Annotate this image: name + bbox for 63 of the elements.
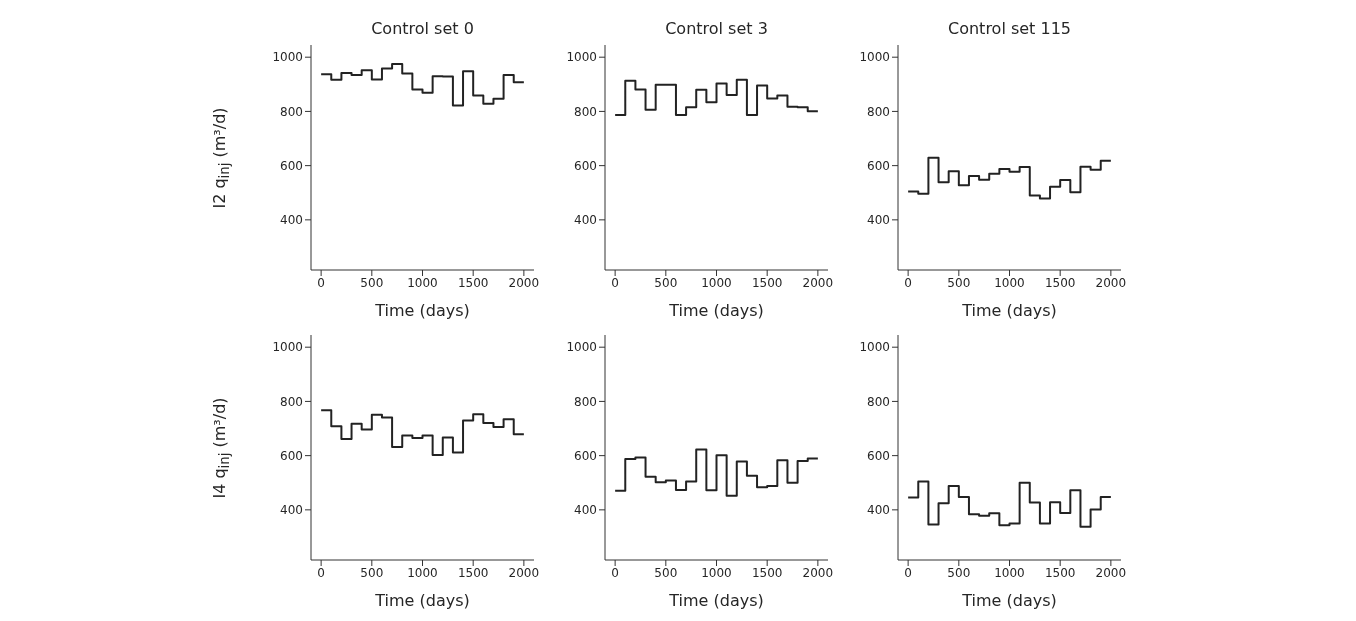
y-tick-label: 1000 [859, 340, 890, 355]
y-tick-label: 400 [867, 503, 890, 518]
y-tick-label: 800 [280, 104, 303, 119]
x-tick-label: 500 [654, 565, 678, 580]
y-tick-label: 800 [574, 394, 597, 409]
y-tick-label: 1000 [272, 340, 303, 355]
x-tick-label: 1500 [1044, 565, 1076, 580]
x-tick-label: 0 [904, 275, 912, 290]
x-tick-label: 2000 [1095, 565, 1127, 580]
x-tick-label: 2000 [508, 565, 540, 580]
x-tick-label: 1500 [457, 565, 489, 580]
y-tick-label: 400 [280, 213, 303, 228]
x-tick-label: 1500 [751, 275, 783, 290]
y-tick-label: 600 [280, 158, 303, 173]
y-tick-label: 600 [280, 448, 303, 463]
x-axis-title: Time (days) [374, 591, 470, 610]
x-tick-label: 1500 [457, 275, 489, 290]
x-axis-title: Time (days) [961, 591, 1057, 610]
x-tick-label: 2000 [508, 275, 540, 290]
x-tick-label: 1000 [701, 565, 732, 580]
x-tick-label: 2000 [1095, 275, 1127, 290]
y-tick-label: 600 [867, 158, 890, 173]
y-tick-label: 1000 [566, 50, 597, 65]
y-tick-label: 1000 [272, 50, 303, 65]
x-tick-label: 1000 [407, 275, 438, 290]
x-tick-label: 500 [947, 565, 971, 580]
x-tick-label: 2000 [802, 565, 834, 580]
x-axis-title: Time (days) [961, 301, 1057, 320]
x-tick-label: 500 [360, 565, 384, 580]
y-tick-label: 400 [574, 503, 597, 518]
y-tick-label: 800 [574, 104, 597, 119]
chart-title: Control set 3 [664, 19, 769, 38]
x-tick-label: 1000 [701, 275, 732, 290]
x-tick-label: 500 [947, 275, 971, 290]
x-tick-label: 2000 [802, 275, 834, 290]
x-tick-label: 0 [317, 275, 325, 290]
y-tick-label: 600 [574, 158, 597, 173]
y-tick-label: 1000 [566, 340, 597, 355]
x-tick-label: 0 [904, 565, 912, 580]
x-tick-label: 1500 [1044, 275, 1076, 290]
x-tick-label: 500 [360, 275, 384, 290]
chart-title: Control set 0 [370, 19, 475, 38]
y-tick-label: 400 [280, 503, 303, 518]
x-axis-title: Time (days) [668, 591, 764, 610]
x-tick-label: 0 [317, 565, 325, 580]
y-tick-label: 600 [867, 448, 890, 463]
y-tick-label: 800 [280, 394, 303, 409]
y-tick-label: 800 [867, 104, 890, 119]
x-axis-title: Time (days) [668, 301, 764, 320]
x-tick-label: 500 [654, 275, 678, 290]
y-tick-label: 1000 [859, 50, 890, 65]
chart-title: Control set 115 [947, 19, 1072, 38]
y-tick-label: 400 [574, 213, 597, 228]
x-tick-label: 1000 [407, 565, 438, 580]
y-tick-label: 800 [867, 394, 890, 409]
x-tick-label: 1000 [994, 565, 1025, 580]
x-tick-label: 0 [611, 565, 619, 580]
x-tick-label: 0 [611, 275, 619, 290]
x-tick-label: 1000 [994, 275, 1025, 290]
y-tick-label: 400 [867, 213, 890, 228]
x-tick-label: 1500 [751, 565, 783, 580]
y-tick-label: 600 [574, 448, 597, 463]
x-axis-title: Time (days) [374, 301, 470, 320]
